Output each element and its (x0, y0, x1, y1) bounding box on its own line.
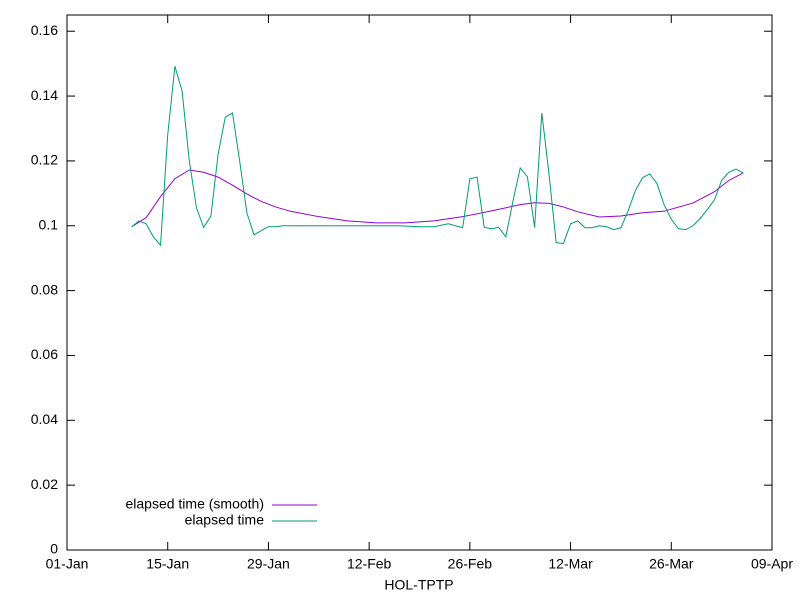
plot-border (66, 14, 773, 551)
x-tick-label: 15-Jan (146, 556, 189, 572)
y-tick-label: 0 (50, 541, 58, 557)
y-tick-label: 0.06 (31, 346, 58, 362)
legend-label: elapsed time (smooth) (125, 496, 264, 512)
y-tick-label: 0.1 (39, 216, 59, 232)
x-axis-label: HOL-TPTP (384, 577, 453, 593)
x-tick-label: 26-Mar (649, 556, 694, 572)
x-tick-label: 26-Feb (448, 556, 493, 572)
y-tick-label: 0.14 (31, 87, 58, 103)
x-tick-label: 29-Jan (247, 556, 290, 572)
y-tick-label: 0.02 (31, 476, 58, 492)
x-tick-label: 09-Apr (751, 556, 793, 572)
x-tick-label: 12-Feb (347, 556, 392, 572)
y-tick-label: 0.04 (31, 411, 58, 427)
series-line (131, 169, 744, 228)
x-tick-label: 12-Mar (548, 556, 593, 572)
x-tick-label: 01-Jan (46, 556, 89, 572)
legend-label: elapsed time (185, 512, 265, 528)
y-tick-label: 0.08 (31, 281, 58, 297)
series-line (131, 66, 744, 247)
y-tick-label: 0.16 (31, 22, 58, 38)
y-tick-label: 0.12 (31, 152, 58, 168)
